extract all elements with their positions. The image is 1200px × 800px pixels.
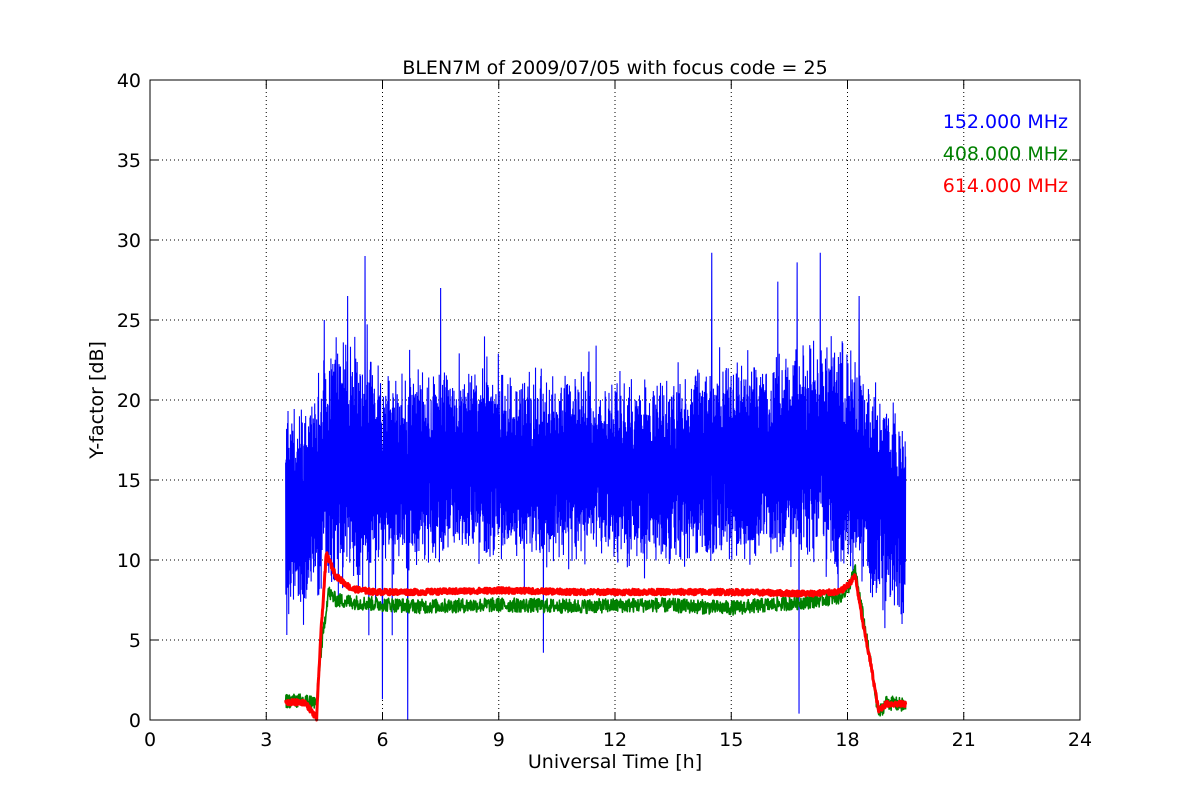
y-tick-label: 25: [117, 310, 141, 332]
y-axis-title: Y-factor [dB]: [86, 341, 108, 460]
x-tick-label: 6: [376, 729, 388, 751]
x-tick-label: 18: [835, 729, 859, 751]
x-tick-label: 0: [144, 729, 156, 751]
series-line-614mhz: [284, 551, 908, 722]
y-tick-label: 10: [117, 550, 141, 572]
y-tick-label: 5: [129, 630, 141, 652]
y-tick-label: 0: [129, 710, 141, 732]
series-line-408mhz: [284, 564, 907, 717]
y-tick-label: 40: [117, 70, 141, 92]
legend-label: 408.000 MHz: [943, 143, 1068, 165]
y-tick-label: 20: [117, 390, 141, 412]
series-line-152mhz: [285, 252, 907, 721]
axis-ticks: 0 3 6 9 12 15 18 21 24 0 5 10 15 20 25 30 35 40: [117, 70, 1092, 751]
x-axis-title: Universal Time [h]: [528, 751, 702, 773]
x-tick-label: 9: [493, 729, 505, 751]
chart-title: BLEN7M of 2009/07/05 with focus code = 2…: [402, 57, 827, 79]
legend: 152.000 MHz 408.000 MHz 614.000 MHz: [943, 111, 1068, 197]
x-tick-label: 24: [1068, 729, 1092, 751]
x-tick-label: 21: [952, 729, 976, 751]
plot-series: [284, 252, 908, 722]
x-tick-label: 3: [260, 729, 272, 751]
y-tick-label: 30: [117, 230, 141, 252]
legend-label: 614.000 MHz: [943, 175, 1068, 197]
x-tick-label: 15: [719, 729, 743, 751]
x-tick-label: 12: [603, 729, 627, 751]
y-tick-label: 35: [117, 150, 141, 172]
legend-label: 152.000 MHz: [943, 111, 1068, 133]
y-tick-label: 15: [117, 470, 141, 492]
